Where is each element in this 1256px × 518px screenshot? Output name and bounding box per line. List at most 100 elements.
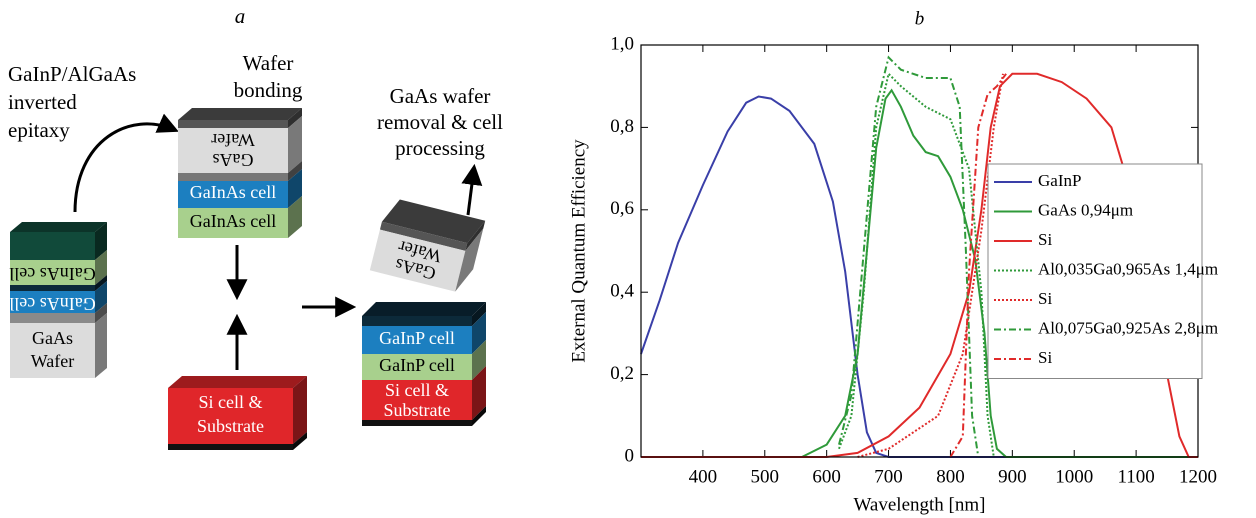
layer-side [95,275,107,291]
panel-label: a [235,4,246,28]
chart-title: b [915,8,925,29]
x-axis-label: Wavelength [nm] [854,494,986,515]
layer [178,181,288,208]
block-top [381,199,486,244]
layer-side [95,313,107,378]
y-tick-label: 0 [625,445,635,466]
layer [362,420,472,426]
layer-label: Si cell & [199,392,263,412]
layer-side [288,161,302,181]
layer [168,388,293,444]
chart: b Wavelength [nm] External Quantum Efficie… [568,8,1218,515]
series-line [641,88,1198,458]
layer-label: Wafer [31,351,75,371]
layer [10,285,95,291]
layer-side [288,169,302,208]
y-axis-label: External Quantum Efficiency [568,139,589,363]
layer-side [95,250,107,285]
layer-side [472,302,486,326]
layer-side [288,116,302,173]
step-label: inverted [8,90,77,114]
step-label: removal & cell [377,110,503,134]
x-tick-label: 1200 [1179,466,1217,487]
layer-side [95,303,107,323]
layer-label: Substrate [384,400,451,420]
x-tick-label: 500 [751,466,780,487]
step-label: bonding [234,78,303,102]
layer [178,173,288,181]
series-line [838,71,995,458]
y-tick-label: 0,4 [610,281,634,302]
layer-label: GaAs [32,328,73,348]
layer [10,232,95,260]
layer-side [465,220,486,251]
block-top [362,302,486,316]
step-label: epitaxy [8,118,70,142]
layer [178,128,288,173]
step-label: Wafer [243,51,294,75]
layer [10,313,95,323]
layer-label: GaInP cell [379,328,455,348]
layer [362,316,472,326]
y-tick-label: 0,8 [610,116,634,137]
step-label: processing [395,136,485,160]
layer-label: GaAs [213,150,254,170]
layer [10,291,95,313]
x-tick-label: 1000 [1055,466,1093,487]
layer-side [288,196,302,238]
block-top [10,222,107,232]
legend-label: Si [1038,289,1052,308]
layer [362,326,472,354]
layer-side [472,366,486,420]
series-line [949,73,1007,458]
layer [178,120,288,128]
layer-label: Wafer [211,130,255,150]
x-tick-label: 700 [874,466,903,487]
y-tick-label: 0,6 [610,198,634,219]
series-line [857,73,1004,458]
layer-label: GaInAs cell [190,211,276,231]
x-tick-label: 600 [812,466,841,487]
layer-side [293,376,307,444]
layer-label: Substrate [197,416,264,436]
layer [168,444,293,450]
layer [362,380,472,420]
x-tick-label: 1100 [1117,466,1154,487]
arrow [73,113,179,213]
x-tick-label: 800 [936,466,965,487]
step-label: GaInP/AlGaAs [8,62,136,86]
layer-side [455,228,484,292]
diagram: a GaInP/AlGaAs inverted epitaxy Wafer bo… [8,4,503,450]
legend-label: Al0,035Ga0,965As 1,4μm [1038,259,1218,278]
arrow [461,163,483,216]
x-tick-label: 400 [689,466,718,487]
legend-label: Al0,075Ga0,925As 2,8μm [1038,318,1218,337]
step-label: GaAs wafer [390,84,491,108]
series-line [838,55,980,458]
layer [178,208,288,238]
layer-label: GaInAs cell [9,264,95,284]
legend-label: Si [1038,230,1052,249]
layer-label: GaInAs cell [190,182,276,202]
layer-side [95,222,107,260]
legend-label: GaInP [1038,171,1081,190]
block-top [178,108,302,120]
layer-side [288,108,302,128]
block-top [168,376,307,388]
legend-label: GaAs 0,94μm [1038,200,1133,219]
layer-label: Si cell & [385,380,449,400]
layer-label: GaInAs cell [9,294,95,314]
layer-label: GaInP cell [379,355,455,375]
layer [369,229,466,292]
series-line [640,95,1198,458]
layer [10,323,95,378]
y-tick-label: 1,0 [610,33,634,54]
y-tick-label: 0,2 [610,363,634,384]
layer-side [95,281,107,313]
layer [379,221,468,251]
layer [362,354,472,380]
x-tick-label: 900 [998,466,1027,487]
legend-label: Si [1038,348,1052,367]
